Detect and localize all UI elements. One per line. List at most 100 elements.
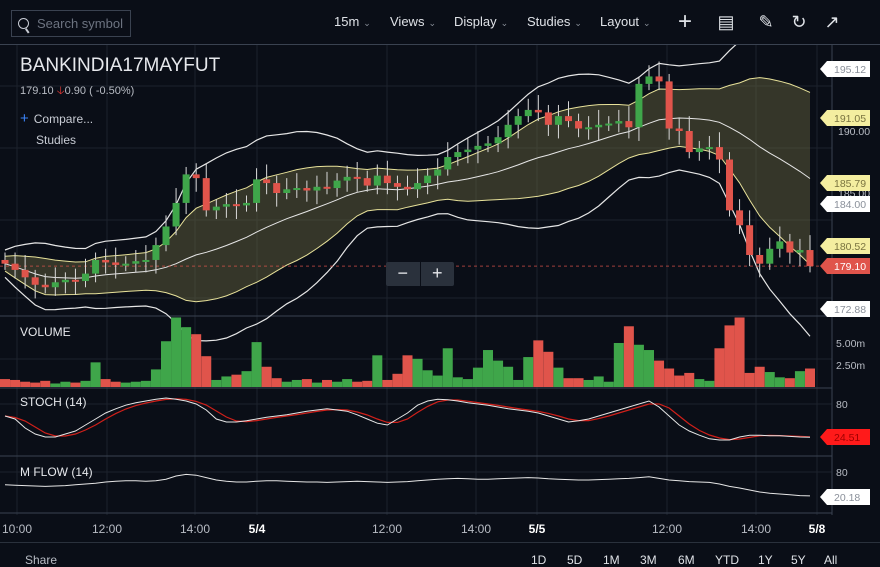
comment-icon[interactable]: ▤ [717,12,735,32]
candle-body [82,273,89,282]
range-5d[interactable]: 5D [567,553,583,567]
bollinger-lower [4,169,811,342]
views-menu[interactable]: Views ⌄ [390,14,436,29]
range-all[interactable]: All [824,553,838,567]
candle-body [786,241,794,253]
candle-body [655,76,663,82]
volume-bar [181,327,192,387]
candle-body [132,261,140,264]
studies-link[interactable]: Studies [36,133,77,147]
zoom-in-button[interactable]: + [431,263,443,283]
candle-body [796,250,804,253]
volume-bar [271,378,282,387]
candle-body [71,279,79,282]
price-label-text: 172.88 [834,304,866,316]
price-chart[interactable]: 190.00185.005.00m2.50m8080195.12191.0518… [0,45,880,515]
volume-bar [402,355,413,387]
candle-body [575,121,583,129]
popout-icon[interactable]: ↗ [824,12,840,32]
range-ytd[interactable]: YTD [715,553,739,567]
candle-body [705,147,713,150]
candle-body [524,109,532,117]
candle-body [806,250,814,267]
x-tick: 5/5 [528,522,546,536]
display-menu[interactable]: Display ⌄ [454,14,508,29]
x-tick: 12:00 [91,522,123,536]
bollinger-upper [4,45,737,251]
interval-menu[interactable]: 15m ⌄ [334,14,371,29]
range-3m[interactable]: 3M [640,553,657,567]
studies-menu[interactable]: Studies ⌄ [527,14,582,29]
volume-bar [392,373,403,387]
volume-bar [422,370,433,387]
candle-body [675,128,683,131]
volume-bar [251,342,262,387]
volume-bar [120,382,131,387]
volume-bar [805,368,815,387]
candle-body [625,121,633,128]
volume-bar [674,375,685,387]
price-change: 0.90 [64,85,87,97]
candle-body [263,179,271,184]
price-label-text: 191.05 [834,113,866,125]
candle-body [253,179,261,203]
symbol-name: BANKINDIA17MAYFUT [20,55,221,76]
volume-bar [754,366,765,387]
price-label-text: 195.12 [834,64,866,76]
reset-icon[interactable]: ↻ [791,12,807,32]
candle-body [715,147,723,160]
interval-label: 15m [334,14,360,29]
volume-bar [583,379,594,387]
candle-body [746,225,754,255]
compare-button[interactable]: + Compare... [20,110,93,127]
candle-body [565,116,572,122]
volume-bar [201,356,212,387]
search-icon [18,18,29,29]
zoom-control: − + [386,262,454,286]
price-label [820,110,870,126]
volume-bar [30,382,41,387]
volume-bar [241,371,252,387]
candle-body [1,259,9,264]
volume-bar [211,379,222,387]
price-label [820,301,870,317]
crosshair-icon[interactable]: + [677,8,692,35]
candle-body [232,204,240,207]
volume-bar [593,376,604,387]
layout-menu[interactable]: Layout ⌄ [600,14,651,29]
price-change-pct: ( -0.50%) [89,85,135,97]
range-1m[interactable]: 1M [603,553,620,567]
price-label-text: 180.52 [834,241,866,253]
volume-bar [644,350,654,387]
stoch-d-line [4,398,811,441]
candle-body [92,259,100,274]
range-5y[interactable]: 5Y [791,553,806,567]
range-1d[interactable]: 1D [531,553,547,567]
layout-label: Layout [600,14,640,29]
volume-bar [523,357,534,387]
stoch-k-line [4,397,811,441]
candle-body [102,259,110,263]
volume-bar [493,360,504,387]
candle-body [152,245,160,260]
share-button[interactable]: Share [25,553,58,567]
zoom-out-button[interactable]: − [386,262,421,286]
candle-body [645,76,653,84]
candle-body [51,282,59,288]
volume-bar [462,379,473,387]
draw-icon[interactable]: ✎ [758,12,774,32]
volume-bar [684,372,695,387]
candle-body [404,186,411,190]
volume-bar [503,366,514,387]
volume-bar [140,380,151,387]
candle-body [665,81,673,129]
candle-body [243,202,250,206]
volume-bar [784,378,795,387]
search-input[interactable]: Search symbol [11,10,131,37]
volume-bar [472,367,483,387]
candle-body [182,174,190,203]
range-6m[interactable]: 6M [678,553,695,567]
range-1y[interactable]: 1Y [758,553,773,567]
volume-pane-label: VOLUME [20,325,71,339]
candle-body [736,210,744,226]
